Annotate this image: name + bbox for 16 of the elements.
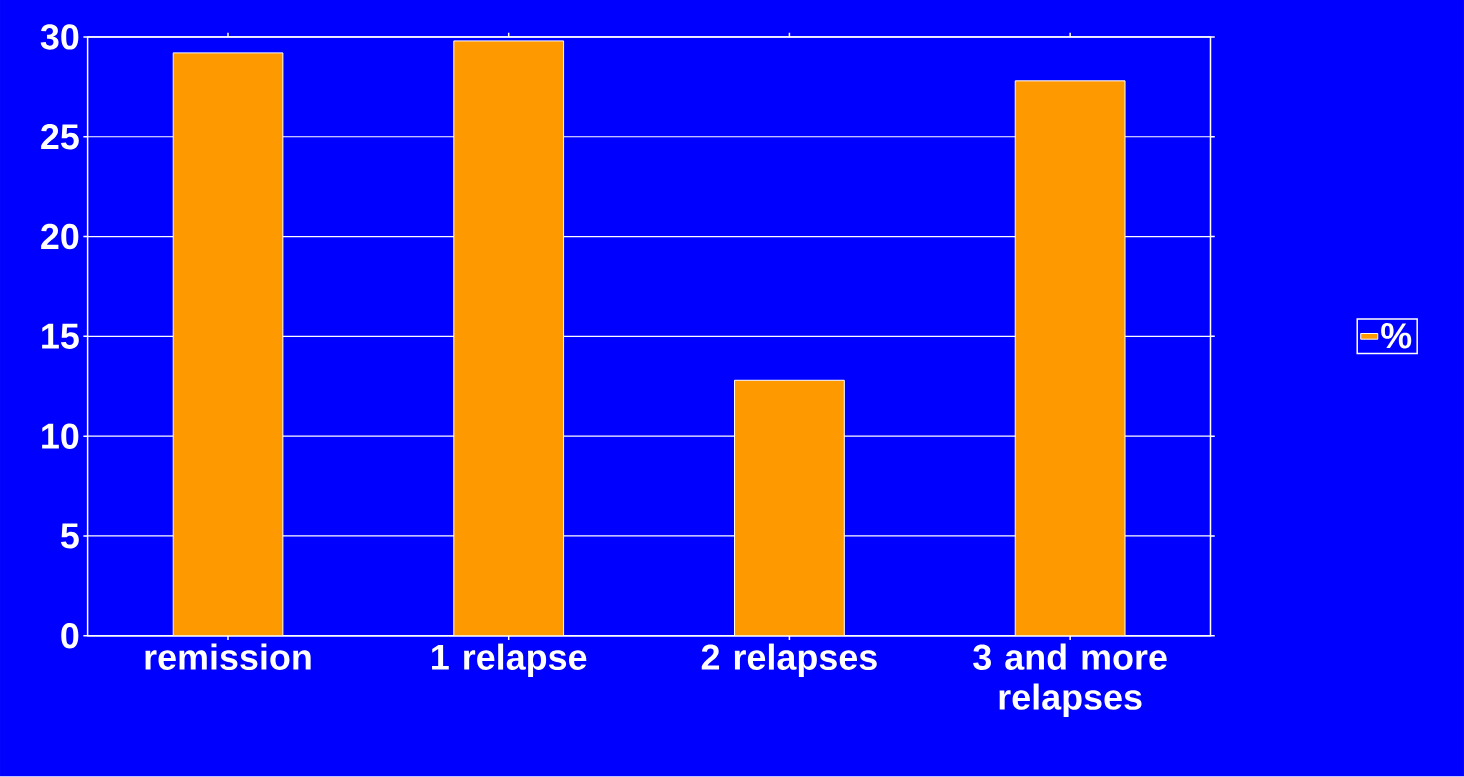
y-tick-label: 25 [41,124,79,150]
bar [1014,80,1126,637]
y-tick-label: 5 [60,523,79,549]
legend-label: % [1381,323,1412,349]
x-tick-label: 1 relapse [432,643,587,678]
y-tick-label: 15 [42,324,79,350]
bar [172,52,284,637]
x-tick-label: 3 and more relapses [973,643,1167,718]
bar [453,40,565,637]
y-tick-label: 20 [41,224,79,250]
x-tick-label: 2 relapses [701,643,877,678]
y-tick-label: 0 [61,623,79,649]
y-tick-label: 30 [40,24,79,50]
bar [734,380,845,637]
y-tick-label: 10 [42,423,79,450]
x-tick-label: remission [145,643,311,671]
